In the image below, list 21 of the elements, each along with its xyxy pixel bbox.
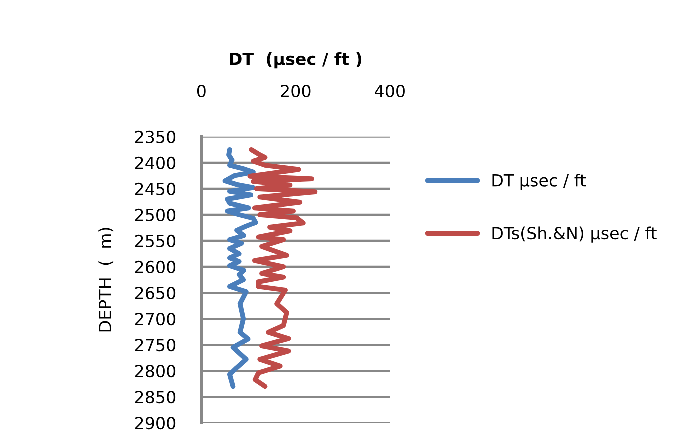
y-tick-label: 2800 (135, 364, 176, 378)
y-tick-label: 2450 (135, 182, 176, 196)
x-tick-label: 0 (197, 84, 206, 98)
y-tick-label: 2400 (135, 156, 176, 170)
y-tick-label: 2500 (135, 208, 176, 222)
y-axis-title: DEPTH ( m) (98, 228, 114, 332)
legend-label: DT µsec / ft (492, 174, 586, 190)
y-tick-label: 2350 (135, 130, 176, 144)
line-series (248, 147, 318, 390)
y-tick-label: 2850 (135, 391, 176, 404)
x-axis-title: DT (µsec / ft ) (230, 52, 362, 69)
y-tick-label: 2550 (135, 234, 176, 248)
line-series (222, 147, 258, 390)
y-tick-label: 2700 (135, 312, 176, 326)
y-tick-label: 2600 (135, 260, 176, 274)
y-tick-label: 2750 (135, 338, 176, 352)
y-tick-label: 2650 (135, 286, 176, 300)
x-tick-label: 200 (281, 84, 311, 98)
legend-label: DTs(Sh.&N) µsec / ft (492, 226, 657, 243)
x-tick-label: 400 (375, 84, 405, 98)
y-tick-label: 2900 (135, 417, 176, 430)
